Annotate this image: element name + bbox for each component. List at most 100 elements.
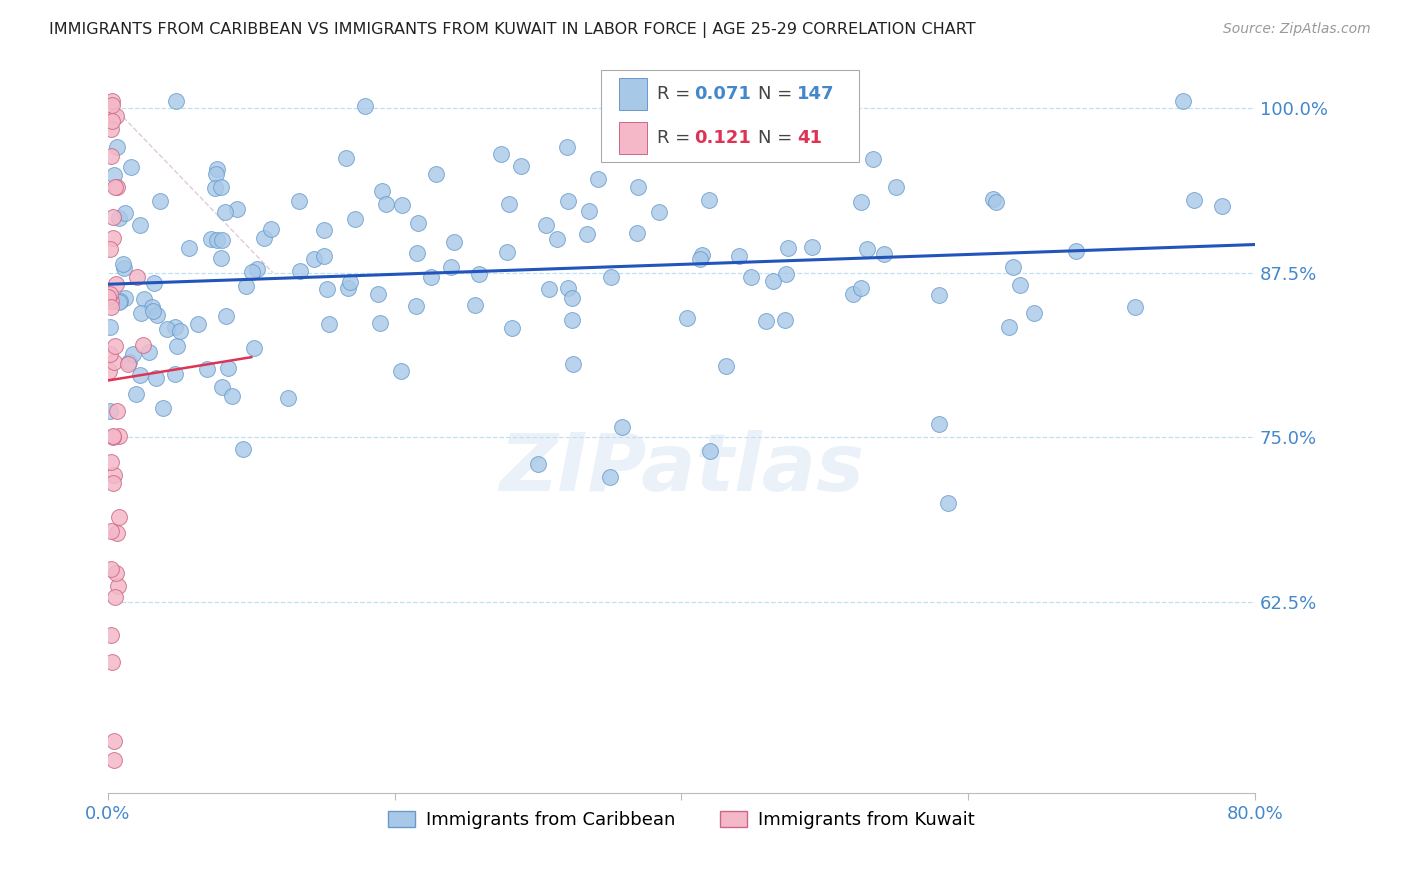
Point	[690, 248, 713, 262]
Text: N =: N =	[758, 129, 799, 147]
Point	[1064, 244, 1087, 259]
Point	[98, 364, 121, 378]
Point	[100, 562, 122, 576]
Point	[599, 470, 621, 484]
Point	[336, 281, 359, 295]
Point	[468, 267, 491, 281]
Point	[97, 290, 120, 304]
FancyBboxPatch shape	[620, 78, 647, 111]
Point	[101, 95, 124, 109]
Point	[120, 160, 142, 174]
Point	[420, 270, 443, 285]
Point	[103, 429, 125, 443]
Point	[146, 308, 169, 322]
Point	[152, 401, 174, 416]
Point	[215, 309, 238, 323]
Point	[610, 420, 633, 434]
Point	[344, 212, 367, 227]
Point	[575, 227, 598, 241]
Point	[104, 339, 127, 353]
Point	[339, 275, 361, 289]
Point	[125, 269, 148, 284]
Point	[138, 344, 160, 359]
FancyBboxPatch shape	[620, 122, 647, 154]
Point	[98, 242, 121, 256]
Point	[849, 194, 872, 209]
Point	[370, 184, 392, 198]
Point	[108, 429, 131, 443]
Point	[873, 247, 896, 261]
Text: 0.121: 0.121	[695, 129, 751, 147]
Point	[315, 282, 337, 296]
Point	[211, 379, 233, 393]
Point	[389, 364, 412, 378]
Point	[714, 359, 737, 373]
Point	[405, 299, 427, 313]
Point	[391, 198, 413, 212]
Point	[118, 355, 141, 369]
Text: IMMIGRANTS FROM CARIBBEAN VS IMMIGRANTS FROM KUWAIT IN LABOR FORCE | AGE 25-29 C: IMMIGRANTS FROM CARIBBEAN VS IMMIGRANTS …	[49, 22, 976, 38]
Point	[546, 232, 568, 246]
Point	[226, 202, 249, 216]
Point	[107, 579, 129, 593]
Point	[842, 286, 865, 301]
Point	[740, 270, 762, 285]
Point	[588, 172, 610, 186]
Point	[555, 140, 578, 154]
Point	[928, 417, 950, 432]
Point	[103, 753, 125, 767]
Point	[105, 566, 128, 581]
Point	[578, 203, 600, 218]
Point	[368, 316, 391, 330]
Point	[132, 292, 155, 306]
Point	[986, 194, 1008, 209]
Text: 0.071: 0.071	[695, 85, 751, 103]
Point	[107, 140, 129, 154]
Point	[1211, 199, 1233, 213]
Point	[129, 368, 152, 383]
Text: R =: R =	[658, 85, 696, 103]
Point	[425, 167, 447, 181]
Text: 41: 41	[797, 129, 823, 147]
Point	[557, 281, 579, 295]
Point	[501, 320, 523, 334]
Point	[938, 496, 960, 510]
Point	[240, 265, 263, 279]
Point	[801, 240, 824, 254]
Point	[762, 274, 785, 288]
Point	[108, 293, 131, 308]
Point	[112, 260, 135, 275]
Point	[464, 298, 486, 312]
Point	[561, 313, 583, 327]
Point	[100, 300, 122, 314]
Point	[114, 291, 136, 305]
Point	[561, 357, 583, 371]
Point	[105, 180, 128, 194]
Point	[354, 99, 377, 113]
FancyBboxPatch shape	[602, 70, 859, 162]
Point	[367, 286, 389, 301]
Point	[862, 152, 884, 166]
Point	[107, 211, 129, 226]
Point	[100, 149, 122, 163]
Point	[489, 147, 512, 161]
Point	[288, 264, 311, 278]
Text: R =: R =	[658, 129, 696, 147]
Point	[755, 313, 778, 327]
Point	[100, 294, 122, 309]
Point	[98, 404, 121, 418]
Point	[699, 193, 721, 207]
Point	[335, 152, 357, 166]
Legend: Immigrants from Caribbean, Immigrants from Kuwait: Immigrants from Caribbean, Immigrants fr…	[381, 804, 983, 836]
Text: N =: N =	[758, 85, 799, 103]
Point	[104, 180, 127, 194]
Point	[165, 368, 187, 382]
Point	[117, 358, 139, 372]
Point	[773, 313, 796, 327]
Point	[253, 231, 276, 245]
Point	[132, 337, 155, 351]
Point	[100, 628, 122, 642]
Point	[498, 196, 520, 211]
Point	[105, 109, 128, 123]
Point	[277, 392, 299, 406]
